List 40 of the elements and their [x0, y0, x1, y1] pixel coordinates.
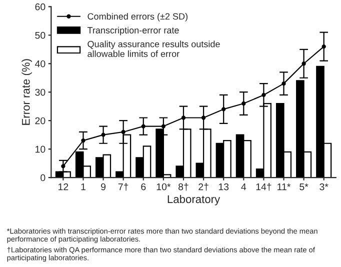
y-tick-label: 40 [35, 60, 46, 68]
y-tick-label: 10 [36, 146, 46, 153]
x-tick-label: 10* [156, 183, 171, 190]
point [121, 130, 126, 134]
point [141, 124, 146, 128]
legend-label: Combined errors (±2 SD) [88, 12, 188, 22]
x-tick-label: 12 [58, 183, 68, 190]
y-axis-title: Error rate (%) [22, 59, 32, 125]
x-tick-label: 4 [241, 183, 246, 190]
point [81, 138, 86, 143]
point [181, 116, 186, 120]
point [222, 107, 226, 112]
x-tick-label: 11* [278, 183, 291, 190]
legend-label: Quality assurance results outside allowable limits of error [88, 40, 220, 58]
point [201, 116, 206, 120]
point [161, 124, 166, 128]
x-tick-label: 1 [81, 183, 86, 190]
y-tick-label: 0 [40, 174, 46, 182]
point [302, 62, 306, 66]
x-tick-label: 2† [198, 183, 208, 191]
x-tick-label: 13 [218, 183, 229, 190]
x-tick-label: 6 [141, 183, 146, 190]
point [242, 101, 246, 106]
x-tick-label: 3* [320, 183, 328, 190]
y-tick-label: 20 [35, 117, 46, 124]
point [61, 164, 66, 168]
point [262, 92, 266, 98]
y-tick-label: 50 [35, 32, 46, 39]
point [101, 132, 106, 137]
x-tick-label: 14† [256, 183, 272, 191]
x-tick-label: 8† [178, 183, 188, 191]
legend-label: Transcription-error rate [87, 26, 179, 36]
x-axis-title: Laboratory [168, 194, 220, 206]
x-tick-label: 5* [300, 183, 308, 190]
y-tick-label: 30 [35, 88, 46, 96]
x-tick-label: 7† [118, 183, 128, 191]
y-tick-label: 60 [35, 3, 46, 10]
x-tick-label: 9 [101, 183, 106, 190]
point [322, 44, 326, 49]
point [282, 81, 286, 86]
